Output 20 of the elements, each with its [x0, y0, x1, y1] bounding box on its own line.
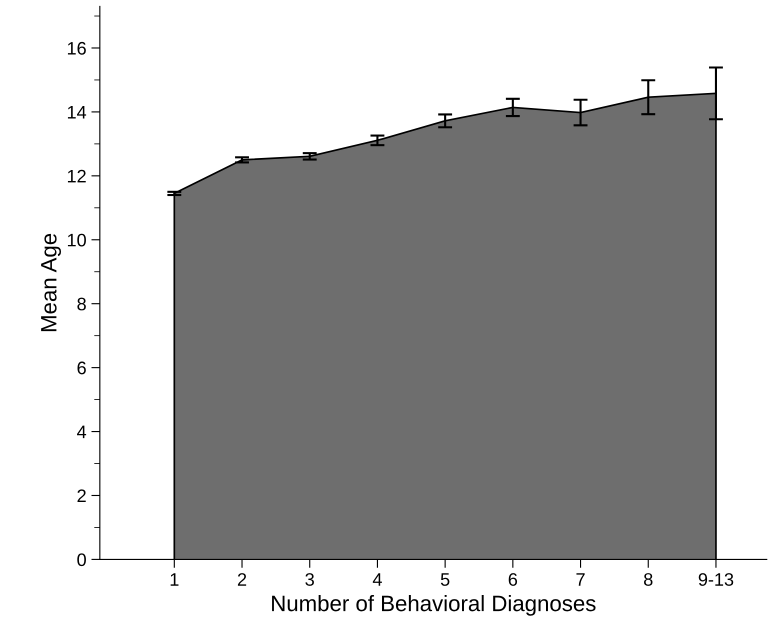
x-tick-label: 3 — [305, 573, 314, 586]
y-tick-label: 16 — [68, 42, 86, 55]
y-tick-label: 2 — [78, 489, 86, 502]
x-tick-label: 8 — [644, 573, 652, 586]
x-tick-label: 2 — [238, 573, 246, 586]
y-tick-label: 14 — [68, 106, 86, 118]
y-tick-label: 10 — [68, 234, 86, 246]
x-tick-label: 5 — [440, 573, 450, 586]
y-tick-label: 4 — [77, 426, 86, 438]
y-tick-label: 12 — [68, 170, 86, 182]
x-tick-label: 6 — [508, 573, 518, 586]
x-tick-label: 1 — [170, 573, 178, 586]
y-axis-title: Mean Age — [41, 234, 62, 332]
y-tick-label: 0 — [77, 553, 86, 566]
x-tick-label: 9-13 — [698, 573, 734, 586]
y-tick-label: 6 — [78, 362, 86, 374]
x-tick-label: 7 — [576, 573, 585, 586]
x-axis-title: Number of Behavioral Diagnoses — [272, 594, 596, 616]
y-tick-label: 8 — [77, 298, 86, 310]
x-tick-label: 4 — [372, 573, 382, 586]
